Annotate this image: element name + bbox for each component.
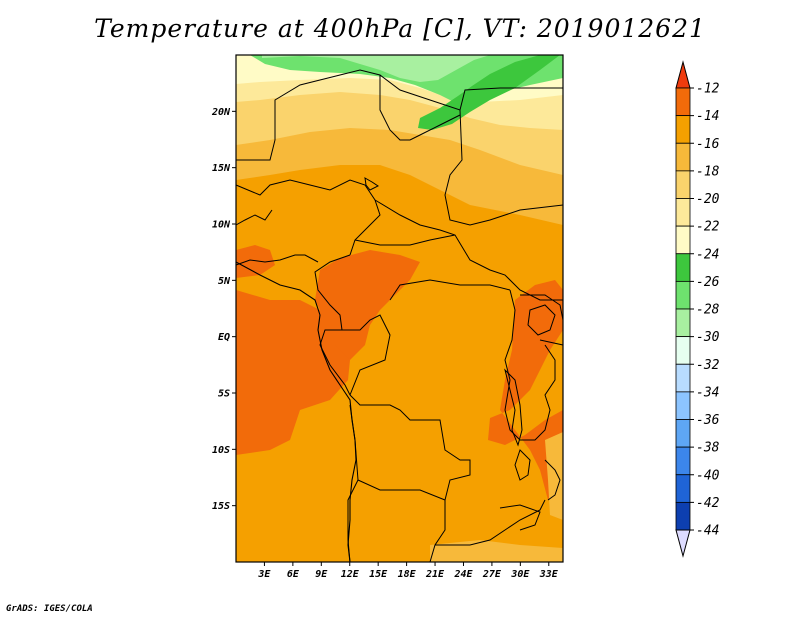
lat-tick-label: EQ (218, 332, 230, 343)
lon-tick-label: 3E (257, 569, 271, 580)
colorbar-label: -34 (696, 385, 719, 400)
colorbar-swatch (675, 308, 691, 338)
lon-tick-label: 27E (482, 569, 502, 580)
lon-tick-label: 15E (369, 569, 388, 580)
colorbar-swatch (675, 225, 691, 255)
map-title: Temperature at 400hPa [C], VT: 201901262… (94, 14, 706, 43)
field-patch-minus16-se (545, 432, 563, 520)
lake-outlines (364, 177, 556, 481)
colorbar-label: -22 (696, 220, 720, 235)
lat-tick-label: 20N (211, 107, 231, 118)
colorbar-swatch (675, 391, 691, 420)
latitude-axis: 20N 15N 10N 5N EQ 5S 10S 15S (211, 107, 236, 512)
colorbar-top-arrow (675, 60, 691, 89)
field-patch-minus14-west (236, 290, 350, 455)
country-borders (235, 69, 564, 563)
lon-tick-label: 12E (341, 569, 360, 580)
lon-tick-label: 33E (539, 569, 559, 580)
colorbar-swatch (675, 501, 691, 531)
lon-tick-label: 18E (398, 569, 417, 580)
colorbar: -12 -14 -16 -18 -20 -22 -24 -26 -28 -30 -32 -34 -36 -… (675, 60, 720, 558)
colorbar-bottom-arrow (675, 529, 691, 558)
colorbar-label: -28 (696, 303, 720, 318)
field-patch-minus14-lakes (488, 280, 563, 500)
colorbar-label: -14 (696, 109, 719, 124)
colorbar-swatch (675, 87, 691, 117)
temperature-field (236, 55, 563, 562)
colorbar-label: -20 (696, 192, 720, 207)
lon-tick-label: 6E (287, 569, 300, 580)
lon-tick-label: 21E (425, 569, 445, 580)
lon-tick-label: 9E (315, 569, 328, 580)
field-patch-minus14-nw (236, 245, 275, 278)
map-frame (235, 54, 564, 563)
lat-tick-label: 15N (212, 163, 231, 174)
colorbar-label: -24 (696, 247, 719, 262)
colorbar-label: -40 (696, 468, 720, 483)
colorbar-swatch (675, 336, 691, 365)
colorbar-swatch (675, 419, 691, 448)
colorbar-label: -12 (696, 82, 720, 97)
colorbar-label: -42 (696, 496, 720, 511)
colorbar-swatch (675, 115, 691, 144)
lat-tick-label: 10N (212, 220, 231, 231)
colorbar-label: -44 (696, 524, 719, 539)
colorbar-swatch (675, 253, 691, 282)
colorbar-label: -26 (696, 275, 720, 290)
lon-tick-label: 24E (453, 569, 473, 580)
colorbar-label: -38 (696, 441, 720, 456)
colorbar-label: -30 (696, 330, 720, 345)
colorbar-label: -36 (696, 413, 720, 428)
colorbar-swatch (675, 363, 691, 393)
colorbar-label: -16 (696, 137, 720, 152)
lat-tick-label: 5N (218, 276, 231, 287)
longitude-axis: 3E 6E 9E 12E 15E 18E 21E 24E 27E 30E 33E (257, 562, 559, 580)
colorbar-swatch (675, 280, 691, 310)
colorbar-swatch (675, 198, 691, 227)
lat-tick-label: 5S (218, 389, 230, 400)
colorbar-swatch (675, 142, 691, 172)
field-band-minus26 (262, 55, 490, 82)
colorbar-swatch (675, 474, 691, 503)
lat-tick-label: 15S (212, 501, 230, 512)
lon-tick-label: 30E (510, 569, 530, 580)
grads-credit: GrADS: IGES/COLA (6, 604, 93, 614)
field-band-minus24-north (418, 55, 560, 130)
colorbar-swatch (675, 170, 691, 199)
coastline (235, 261, 357, 563)
colorbar-swatch (675, 446, 691, 476)
colorbar-label: -18 (696, 164, 720, 179)
field-patch-minus14-central (315, 250, 420, 360)
lat-tick-label: 10S (212, 445, 230, 456)
colorbar-label: -32 (696, 358, 720, 373)
